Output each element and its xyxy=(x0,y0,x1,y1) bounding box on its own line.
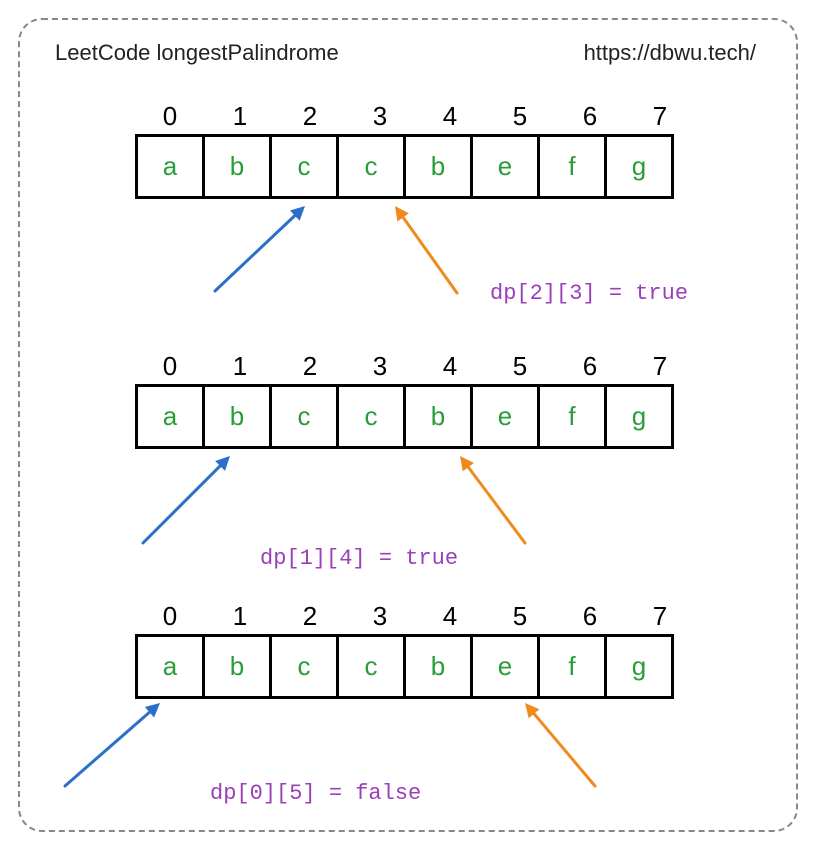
cell-6: f xyxy=(537,134,607,199)
index-2: 2 xyxy=(275,601,345,632)
cell-6: f xyxy=(537,384,607,449)
index-7: 7 xyxy=(625,601,695,632)
cell-4: b xyxy=(403,634,473,699)
cell-0: a xyxy=(135,134,205,199)
cell-6: f xyxy=(537,634,607,699)
index-2: 2 xyxy=(275,351,345,382)
index-6: 6 xyxy=(555,601,625,632)
index-3: 3 xyxy=(345,101,415,132)
index-5: 5 xyxy=(485,101,555,132)
index-0: 0 xyxy=(135,601,205,632)
cell-5: e xyxy=(470,384,540,449)
index-1: 1 xyxy=(205,601,275,632)
cell-2: c xyxy=(269,134,339,199)
cell-7: g xyxy=(604,634,674,699)
index-4: 4 xyxy=(415,351,485,382)
index-3: 3 xyxy=(345,351,415,382)
index-3: 3 xyxy=(345,601,415,632)
cell-1: b xyxy=(202,634,272,699)
index-5: 5 xyxy=(485,351,555,382)
array-row-1: 01234567abccbefgdp[1][4] = true xyxy=(35,351,781,581)
url: https://dbwu.tech/ xyxy=(584,40,756,66)
title: LeetCode longestPalindrome xyxy=(55,40,339,66)
rows-host: 01234567abccbefgdp[2][3] = true 01234567… xyxy=(35,101,781,811)
cell-7: g xyxy=(604,384,674,449)
header: LeetCode longestPalindrome https://dbwu.… xyxy=(35,40,781,66)
cell-3: c xyxy=(336,134,406,199)
cell-row: abccbefg xyxy=(35,134,781,199)
index-0: 0 xyxy=(135,351,205,382)
cell-4: b xyxy=(403,134,473,199)
cell-2: c xyxy=(269,384,339,449)
index-7: 7 xyxy=(625,101,695,132)
cell-2: c xyxy=(269,634,339,699)
array-row-2: 01234567abccbefgdp[0][5] = false xyxy=(35,601,781,811)
cell-1: b xyxy=(202,134,272,199)
cell-row: abccbefg xyxy=(35,384,781,449)
index-2: 2 xyxy=(275,101,345,132)
index-6: 6 xyxy=(555,101,625,132)
cell-row: abccbefg xyxy=(35,634,781,699)
cell-3: c xyxy=(336,384,406,449)
dp-label: dp[0][5] = false xyxy=(210,781,421,806)
cell-5: e xyxy=(470,134,540,199)
dp-label: dp[2][3] = true xyxy=(490,281,688,306)
dp-label: dp[1][4] = true xyxy=(260,546,458,571)
index-7: 7 xyxy=(625,351,695,382)
diagram-container: LeetCode longestPalindrome https://dbwu.… xyxy=(18,18,798,832)
cell-1: b xyxy=(202,384,272,449)
index-5: 5 xyxy=(485,601,555,632)
index-1: 1 xyxy=(205,351,275,382)
cell-0: a xyxy=(135,634,205,699)
index-row: 01234567 xyxy=(35,351,781,382)
index-4: 4 xyxy=(415,601,485,632)
array-row-0: 01234567abccbefgdp[2][3] = true xyxy=(35,101,781,331)
index-row: 01234567 xyxy=(35,601,781,632)
cell-7: g xyxy=(604,134,674,199)
index-1: 1 xyxy=(205,101,275,132)
index-row: 01234567 xyxy=(35,101,781,132)
cell-3: c xyxy=(336,634,406,699)
index-0: 0 xyxy=(135,101,205,132)
index-6: 6 xyxy=(555,351,625,382)
cell-5: e xyxy=(470,634,540,699)
index-4: 4 xyxy=(415,101,485,132)
cell-4: b xyxy=(403,384,473,449)
cell-0: a xyxy=(135,384,205,449)
